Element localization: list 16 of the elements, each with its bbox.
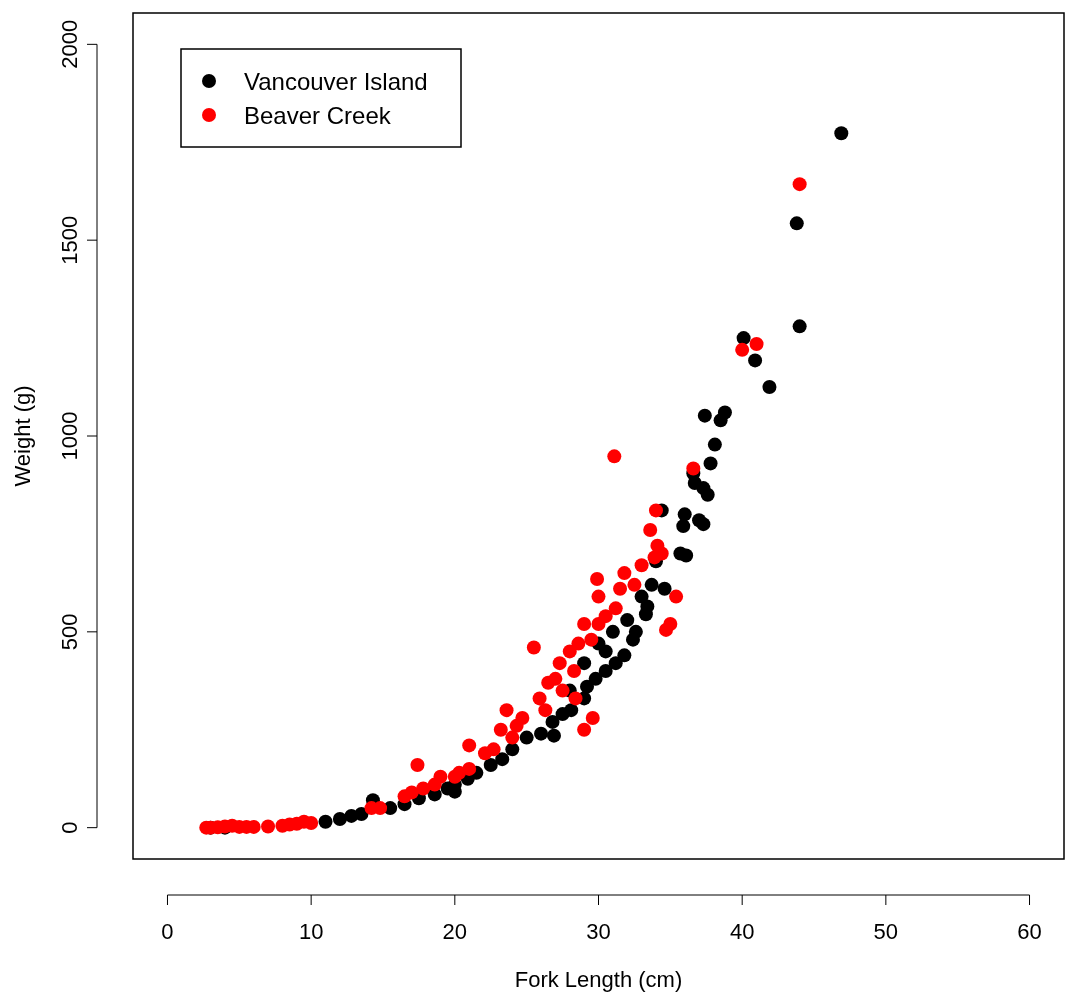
x-tick-label: 20 — [442, 919, 468, 944]
x-tick-label: 0 — [161, 919, 174, 944]
x-axis-title: Fork Length (cm) — [514, 967, 683, 992]
legend-label: Beaver Creek — [244, 101, 392, 129]
y-tick-label: 2000 — [57, 19, 82, 69]
x-tick-label: 50 — [873, 919, 899, 944]
y-tick-label: 1000 — [57, 411, 82, 461]
x-tick-label: 10 — [298, 919, 324, 944]
y-axis-title: Weight (g) — [10, 385, 35, 487]
legend-label: Vancouver Island — [244, 67, 428, 95]
x-tick-label: 40 — [729, 919, 755, 944]
y-tick-label: 1500 — [57, 215, 82, 265]
x-tick-label: 60 — [1017, 919, 1042, 944]
y-tick-label: 0 — [57, 821, 82, 834]
x-tick-label: 30 — [586, 919, 611, 944]
y-tick-label: 500 — [57, 613, 82, 651]
